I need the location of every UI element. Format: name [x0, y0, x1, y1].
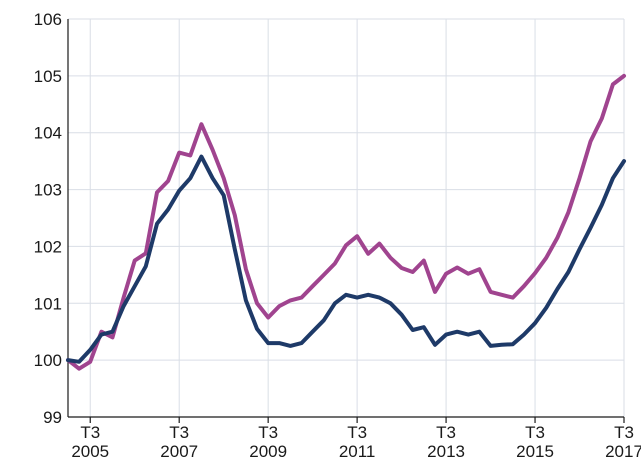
y-tick-label: 105 [34, 67, 62, 86]
x-tick-label-quarter: T3 [80, 423, 100, 442]
x-tick-label-year: 2013 [427, 442, 465, 461]
x-tick-label-quarter: T3 [258, 423, 278, 442]
y-tick-label: 106 [34, 10, 62, 29]
y-tick-labels: 99 100 101 102 103 104 105 106 [34, 10, 62, 427]
axes [67, 19, 625, 423]
x-tick-label-year: 2009 [249, 442, 287, 461]
x-tick-label-quarter: T3 [347, 423, 367, 442]
x-tick-label-year: 2015 [516, 442, 554, 461]
y-tick-label: 104 [34, 124, 62, 143]
y-tick-label: 100 [34, 351, 62, 370]
series-line-2 [66, 154, 626, 364]
y-tick-label: 101 [34, 294, 62, 313]
x-tick-label-quarter: T3 [169, 423, 189, 442]
x-tick-label-quarter: T3 [614, 423, 634, 442]
x-tick-label-year: 2007 [160, 442, 198, 461]
x-tick-label-year: 2005 [71, 442, 109, 461]
y-tick-label: 99 [43, 408, 62, 427]
y-tick-label: 103 [34, 181, 62, 200]
y-tick-label: 102 [34, 237, 62, 256]
x-tick-label-year: 2017 [605, 442, 641, 461]
x-tick-label-quarter: T3 [436, 423, 456, 442]
x-tick-label-quarter: T3 [525, 423, 545, 442]
grid [68, 18, 625, 417]
x-tick-labels: T32005T32007T32009T32011T32013T32015T320… [71, 423, 641, 461]
series-lines [66, 73, 626, 371]
x-tick-label-year: 2011 [339, 442, 376, 461]
series-line-1 [66, 73, 626, 371]
